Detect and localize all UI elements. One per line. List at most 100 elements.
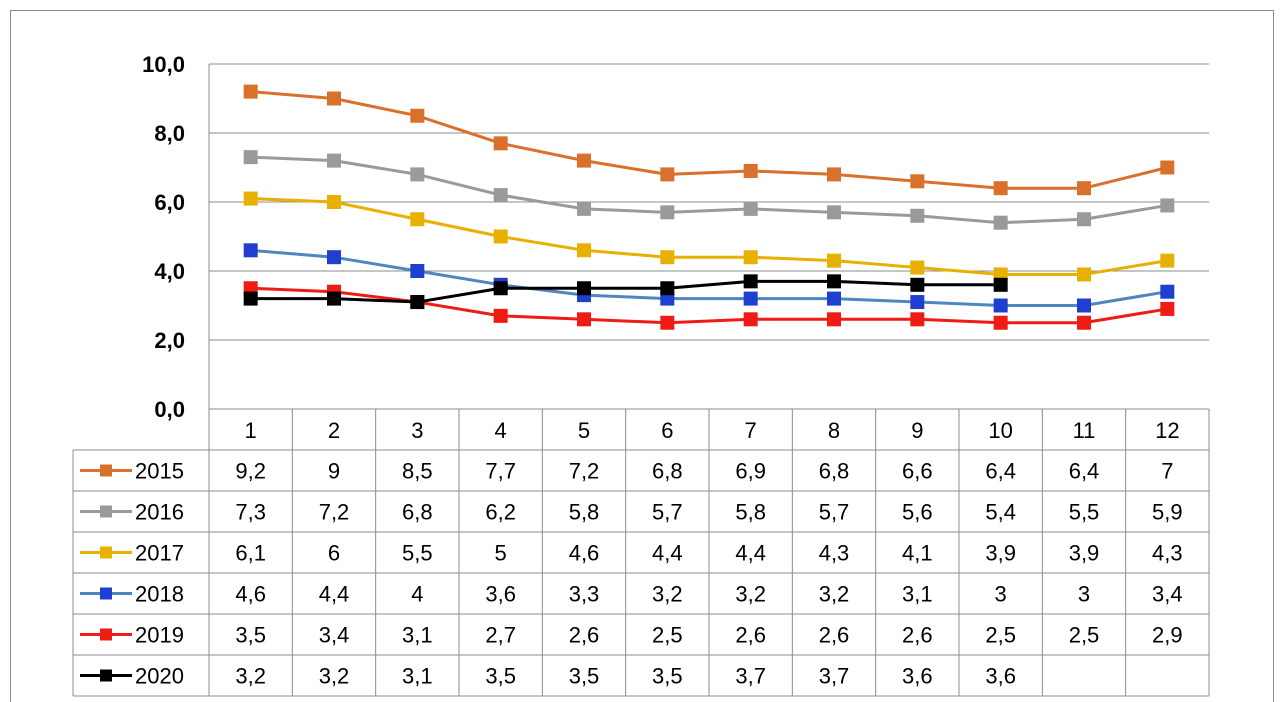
data-point [1077, 267, 1091, 282]
data-point [743, 163, 758, 178]
x-tick-label: 11 [1073, 418, 1096, 443]
data-label: 4,6 [235, 582, 266, 607]
data-label: 3,2 [735, 582, 766, 607]
data-point [660, 205, 675, 220]
data-label: 7,2 [319, 500, 350, 525]
data-label: 3,9 [1069, 541, 1100, 566]
data-label: 3,1 [902, 582, 933, 607]
data-point [910, 277, 925, 292]
data-label: 6,9 [735, 459, 766, 484]
data-point [493, 136, 508, 151]
data-label: 4 [411, 582, 423, 607]
data-label: 2,7 [485, 623, 516, 648]
data-label: 5,8 [735, 500, 766, 525]
data-label: 6,4 [985, 459, 1016, 484]
data-point [243, 150, 258, 165]
series-line [250, 155, 1168, 225]
data-point [1077, 212, 1091, 227]
legend-key-marker [100, 464, 112, 477]
data-label: 3,2 [819, 582, 850, 607]
y-tick-label: 10,0 [142, 52, 185, 77]
data-label: 9,2 [235, 459, 266, 484]
series-line [250, 197, 1168, 276]
data-label: 4,1 [902, 541, 933, 566]
data-label: 3,4 [1152, 582, 1183, 607]
x-tick-label: 9 [911, 418, 923, 443]
data-label: 7,2 [569, 459, 600, 484]
data-point [410, 264, 425, 278]
data-label: 6,2 [485, 500, 516, 525]
axes: 0,0 2,0 4,0 6,0 8,0 10,0 [142, 52, 210, 422]
x-tick-label: 8 [828, 418, 840, 443]
data-label: 6,8 [819, 459, 850, 484]
data-point [660, 281, 675, 296]
data-point [910, 208, 925, 223]
data-point [993, 215, 1008, 230]
data-point [327, 91, 341, 106]
data-point [1160, 253, 1175, 268]
data-point [743, 312, 758, 327]
data-point [327, 153, 341, 168]
data-point [743, 274, 758, 289]
data-point [910, 295, 925, 310]
data-label: 3,6 [485, 582, 516, 607]
data-label: 3,4 [319, 623, 350, 648]
data-label: 3,2 [235, 664, 266, 689]
data-point [1077, 298, 1091, 313]
data-label: 3,2 [652, 582, 683, 607]
data-label: 4,4 [735, 541, 766, 566]
data-point [743, 250, 758, 265]
series-line [250, 90, 1168, 190]
data-point [827, 274, 841, 289]
data-point [910, 260, 925, 275]
legend-entry: 2015 [135, 459, 184, 484]
x-tick-label: 5 [578, 418, 590, 443]
data-label: 6 [328, 541, 340, 566]
data-label: 6,4 [1069, 459, 1100, 484]
data-point [577, 281, 591, 296]
data-point [660, 167, 675, 182]
y-tick-label: 0,0 [154, 397, 185, 422]
data-label: 2,6 [569, 623, 600, 648]
data-label: 5,7 [652, 500, 683, 525]
data-label: 3,5 [652, 664, 683, 689]
data-label: 5,6 [902, 500, 933, 525]
data-point [327, 195, 341, 209]
data-label: 3,2 [319, 664, 350, 689]
data-label: 3,5 [485, 664, 516, 689]
data-label: 3,6 [902, 664, 933, 689]
data-label: 9 [328, 459, 340, 484]
data-label: 3 [995, 582, 1007, 607]
data-point [243, 191, 258, 206]
data-point [993, 315, 1008, 330]
legend-entry: 2019 [135, 623, 184, 648]
data-point [243, 243, 258, 258]
data-label: 2,5 [652, 623, 683, 648]
data-label: 3,5 [235, 623, 266, 648]
chart-outer-border [10, 10, 1274, 702]
series-lines [243, 84, 1175, 330]
data-label: 2,6 [902, 623, 933, 648]
data-label: 4,4 [319, 582, 350, 607]
x-tick-label: 4 [495, 418, 507, 443]
gridlines [209, 63, 1209, 341]
data-label: 2,9 [1152, 623, 1183, 648]
data-label: 4,3 [819, 541, 850, 566]
data-label: 4,4 [652, 541, 683, 566]
data-label: 3,9 [985, 541, 1016, 566]
data-point [493, 188, 508, 203]
data-point [327, 250, 341, 265]
x-tick-label: 1 [245, 418, 257, 443]
y-tick-label: 4,0 [154, 259, 185, 284]
data-point [660, 315, 675, 330]
legend-key-marker [100, 587, 112, 600]
data-point [493, 281, 508, 296]
data-label: 6,6 [902, 459, 933, 484]
y-tick-label: 8,0 [154, 121, 185, 146]
data-label: 2,5 [1069, 623, 1100, 648]
x-tick-label: 3 [411, 418, 423, 443]
data-label: 4,3 [1152, 541, 1183, 566]
legend-entry: 2020 [135, 664, 184, 689]
data-point [910, 312, 925, 327]
